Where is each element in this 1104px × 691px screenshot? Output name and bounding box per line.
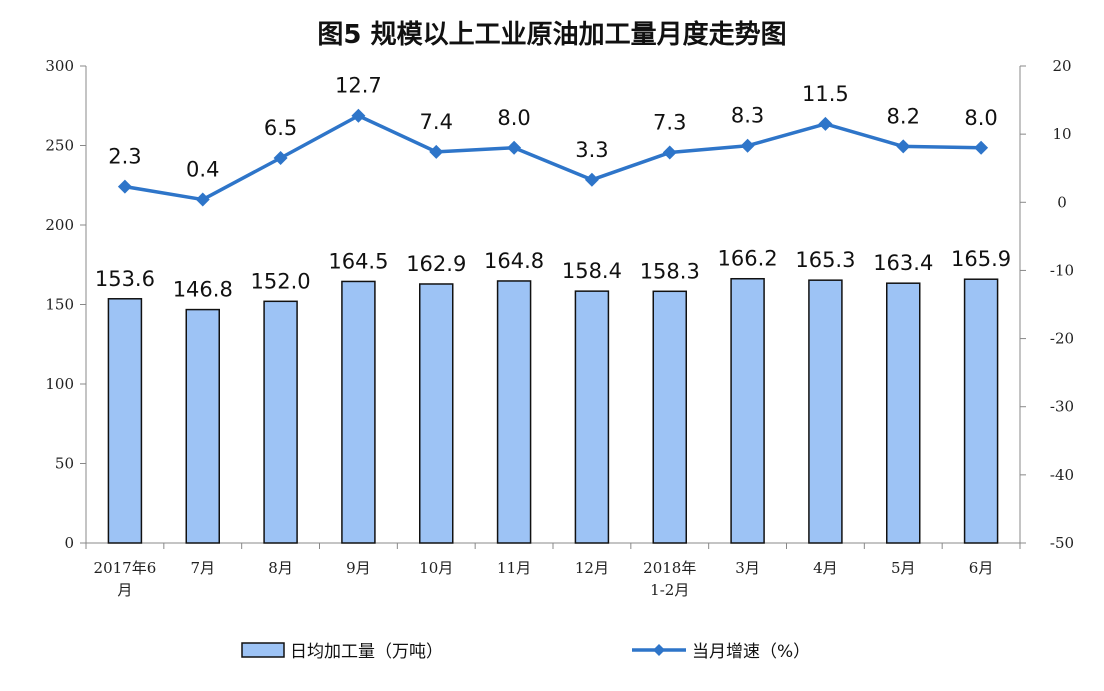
bar-value-label: 158.3 bbox=[640, 259, 700, 283]
right-tick-label: -40 bbox=[1050, 466, 1074, 484]
left-tick-label: 300 bbox=[45, 57, 74, 75]
bar bbox=[496, 280, 532, 544]
right-tick-label: 20 bbox=[1052, 57, 1071, 75]
bar-value-label: 158.4 bbox=[562, 259, 622, 283]
category-label: 1-2月 bbox=[650, 581, 689, 599]
line-value-label: 12.7 bbox=[335, 74, 382, 98]
legend-bar-label: 日均加工量（万吨） bbox=[290, 642, 443, 662]
bar-value-label: 165.3 bbox=[795, 248, 855, 272]
line-point bbox=[740, 138, 755, 153]
category-label: 5月 bbox=[891, 559, 916, 577]
legend-bar-swatch bbox=[241, 642, 285, 658]
line-point bbox=[429, 144, 444, 159]
line-value-label: 8.3 bbox=[731, 104, 764, 128]
bar-value-label: 153.6 bbox=[95, 267, 155, 291]
line-value-label: 8.0 bbox=[497, 106, 530, 130]
line-point bbox=[117, 179, 132, 194]
left-tick-label: 0 bbox=[64, 534, 74, 552]
category-label: 10月 bbox=[419, 559, 453, 577]
line-point bbox=[507, 140, 522, 155]
legend-line-label: 当月增速（%） bbox=[692, 642, 810, 662]
right-tick-label: -10 bbox=[1050, 261, 1074, 279]
legend: 日均加工量（万吨） 当月增速（%） bbox=[241, 642, 810, 662]
category-label: 7月 bbox=[190, 559, 215, 577]
bar bbox=[419, 283, 454, 544]
category-label: 12月 bbox=[575, 559, 609, 577]
line-value-label: 0.4 bbox=[186, 158, 219, 182]
bar bbox=[185, 308, 220, 544]
line-value-label: 7.3 bbox=[653, 111, 686, 135]
right-tick-label: -20 bbox=[1050, 330, 1074, 348]
line-point bbox=[195, 192, 210, 207]
line-value-label: 8.2 bbox=[887, 104, 920, 128]
category-label: 11月 bbox=[497, 559, 531, 577]
legend-line-marker bbox=[653, 644, 665, 656]
left-tick-label: 200 bbox=[45, 216, 74, 234]
bar bbox=[574, 290, 610, 544]
category-label: 9月 bbox=[346, 559, 371, 577]
line-value-label: 6.5 bbox=[264, 116, 297, 140]
category-label: 8月 bbox=[268, 559, 293, 577]
line-value-label: 2.3 bbox=[108, 145, 141, 169]
bar-value-label: 163.4 bbox=[873, 251, 933, 275]
line-point bbox=[662, 145, 677, 160]
line-point bbox=[351, 108, 366, 123]
left-tick-label: 250 bbox=[45, 137, 74, 155]
bar bbox=[652, 290, 687, 544]
right-tick-label: -30 bbox=[1050, 398, 1074, 416]
bar-series bbox=[107, 277, 999, 544]
growth-line bbox=[124, 113, 982, 202]
bar-value-label: 165.9 bbox=[951, 247, 1011, 271]
line-value-label: 3.3 bbox=[575, 138, 608, 162]
line-labels: 2.3 0.4 6.5 12.7 7.4 8.0 3.3 7.3 8.3 11.5 8.2 8.0 bbox=[108, 74, 998, 182]
line-point bbox=[584, 172, 599, 187]
bar-value-label: 152.0 bbox=[251, 269, 311, 293]
chart-title: 图5 规模以上工业原油加工量月度走势图 bbox=[317, 20, 787, 50]
bar-value-label: 164.5 bbox=[328, 249, 388, 273]
bar-labels: 153.6 146.8 152.0 164.5 162.9 164.8 158.4 158.3… bbox=[95, 247, 1011, 302]
category-labels: 2017年6 月 7月 8月 9月 10月 11月 12月 2018年 1-2月 3月 4月 5月 6月 bbox=[94, 559, 994, 599]
category-label: 3月 bbox=[735, 559, 760, 577]
right-tick-label: 10 bbox=[1052, 125, 1071, 143]
line-value-label: 8.0 bbox=[964, 106, 997, 130]
bar bbox=[730, 277, 765, 544]
line-point bbox=[896, 139, 911, 154]
bar bbox=[963, 278, 999, 544]
left-tick-label: 150 bbox=[45, 296, 74, 314]
bar bbox=[886, 282, 921, 544]
bar bbox=[341, 280, 376, 544]
line-value-label: 11.5 bbox=[802, 82, 849, 106]
left-tick-label: 50 bbox=[55, 455, 74, 473]
bar bbox=[808, 279, 843, 544]
category-label: 月 bbox=[117, 581, 132, 599]
line-point bbox=[818, 116, 833, 131]
category-label: 2018年 bbox=[643, 559, 696, 577]
line-value-label: 7.4 bbox=[420, 110, 453, 134]
line-point bbox=[273, 150, 288, 165]
right-tick-label: -50 bbox=[1050, 534, 1074, 552]
category-label: 6月 bbox=[969, 559, 994, 577]
bar-value-label: 162.9 bbox=[406, 252, 466, 276]
right-tick-label: 0 bbox=[1057, 193, 1067, 211]
bar-value-label: 164.8 bbox=[484, 249, 544, 273]
category-label: 2017年6 bbox=[94, 559, 157, 577]
line-point bbox=[974, 140, 989, 155]
left-tick-label: 100 bbox=[45, 375, 74, 393]
category-label: 4月 bbox=[813, 559, 838, 577]
bar-value-label: 146.8 bbox=[173, 278, 233, 302]
bar bbox=[107, 298, 143, 544]
bar-value-label: 166.2 bbox=[718, 247, 778, 271]
axes: 0 50 100 150 200 250 300 -50 -40 -30 -20 -10 0 10 20 bbox=[45, 57, 1074, 552]
line-series bbox=[117, 108, 989, 207]
bar bbox=[263, 300, 298, 544]
